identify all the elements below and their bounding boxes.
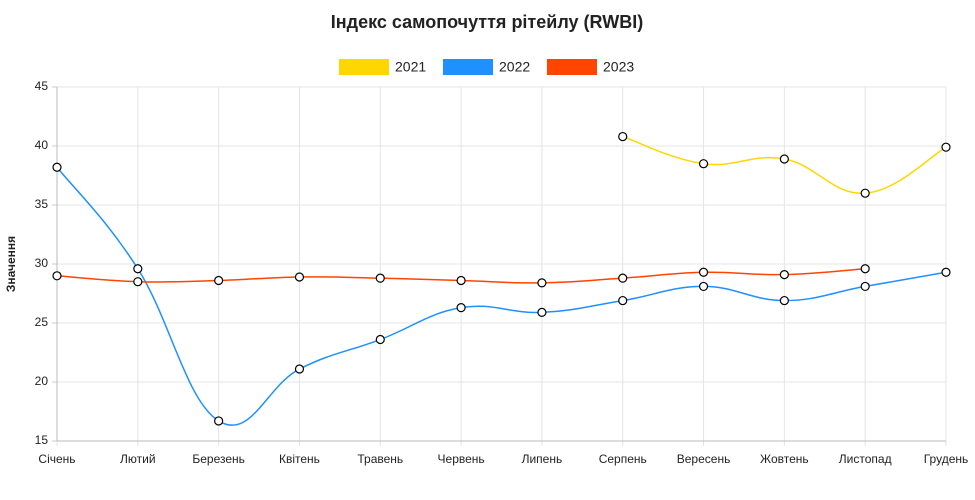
x-tick-label: Липень [522, 452, 563, 466]
data-point [537, 278, 547, 288]
data-point [698, 281, 709, 292]
data-point [375, 273, 385, 283]
data-point [456, 275, 466, 286]
y-tick-label: 30 [35, 256, 49, 270]
x-tick-label: Лютий [120, 452, 156, 466]
data-point [779, 295, 789, 306]
data-point [537, 307, 547, 317]
y-tick-label: 45 [35, 79, 49, 93]
x-tick-label: Листопад [839, 452, 892, 466]
data-point [214, 416, 224, 426]
data-point [618, 295, 628, 306]
y-tick-label: 25 [35, 315, 49, 329]
x-tick-label: Жовтень [760, 452, 809, 466]
y-tick-label: 35 [35, 197, 49, 211]
legend-label: 2022 [499, 59, 530, 75]
data-point [456, 303, 466, 313]
legend-label: 2021 [395, 59, 426, 75]
data-point [860, 264, 870, 274]
data-point [133, 277, 143, 287]
y-tick-label: 20 [35, 374, 49, 388]
data-point [698, 267, 709, 277]
x-tick-label: Січень [38, 452, 75, 466]
data-point [133, 264, 143, 274]
data-point [52, 271, 62, 281]
x-tick-label: Квітень [279, 452, 320, 466]
legend-label: 2023 [603, 59, 634, 75]
series-line [56, 166, 947, 426]
x-tick-label: Серпень [599, 452, 647, 466]
y-tick-label: 40 [35, 138, 49, 152]
legend-swatch [443, 59, 493, 75]
data-point [52, 162, 62, 172]
x-tick-label: Червень [438, 452, 485, 466]
data-point [779, 270, 789, 280]
data-point [941, 267, 951, 277]
data-point [618, 273, 628, 283]
chart-title: Індекс самопочуття рітейлу (RWBI) [331, 12, 643, 32]
y-tick-label: 15 [35, 433, 49, 447]
y-axis-title: Значення [4, 236, 18, 292]
data-point [698, 159, 709, 169]
data-point [860, 188, 870, 198]
data-point [860, 281, 870, 292]
data-point [779, 154, 789, 164]
x-tick-label: Грудень [924, 452, 969, 466]
series-line [56, 267, 866, 284]
legend-swatch [339, 59, 389, 75]
data-point [618, 131, 628, 142]
x-tick-label: Березень [192, 452, 245, 466]
data-point [214, 275, 224, 286]
x-tick-label: Вересень [677, 452, 731, 466]
legend-swatch [547, 59, 597, 75]
data-point [294, 364, 305, 374]
data-point [375, 334, 385, 345]
data-point [941, 142, 951, 152]
data-point [294, 272, 305, 282]
x-tick-label: Травень [357, 452, 403, 466]
